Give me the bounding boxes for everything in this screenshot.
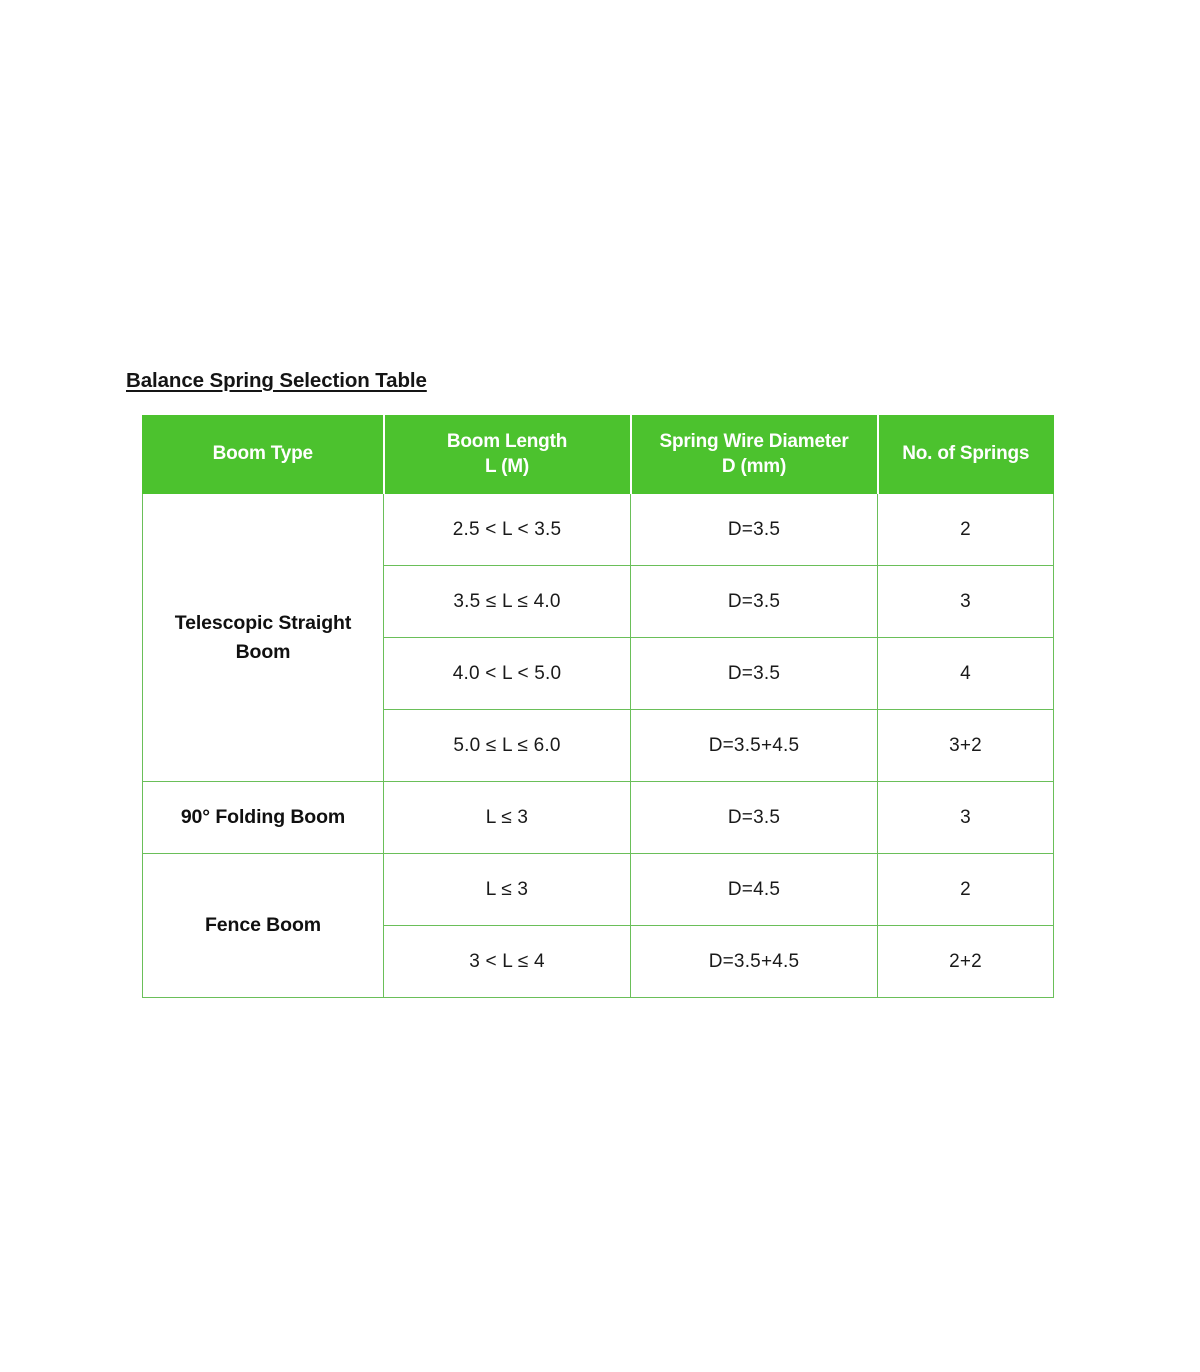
cell-num-springs: 2+2 (877, 925, 1054, 998)
table-row: Telescopic Straight Boom 2.5 < L < 3.5 D… (142, 493, 1054, 782)
column-header-boom-length-line1: Boom Length (446, 431, 568, 453)
column-header-boom-length: Boom Length L (M) (383, 415, 632, 494)
table-row: 3.5 ≤ L ≤ 4.0 D=3.5 3 (143, 565, 1054, 638)
cell-boom-length: 3 < L ≤ 4 (383, 925, 631, 998)
column-header-boom-type: Boom Type (142, 415, 385, 494)
cell-boom-length: 4.0 < L < 5.0 (383, 637, 631, 710)
column-header-boom-type-line1: Boom Type (212, 443, 313, 465)
cell-wire-diameter: D=3.5 (630, 781, 878, 854)
table-row: 5.0 ≤ L ≤ 6.0 D=3.5+4.5 3+2 (143, 709, 1054, 782)
cell-boom-length: L ≤ 3 (383, 853, 631, 926)
cell-boom-type: Fence Boom (142, 853, 384, 998)
cell-boom-length: L ≤ 3 (383, 781, 631, 854)
table-row: 4.0 < L < 5.0 D=3.5 4 (143, 637, 1054, 710)
cell-wire-diameter: D=3.5 (630, 493, 878, 566)
balance-spring-table-container: Boom Type Boom Length L (M) Spring Wire … (142, 415, 1054, 998)
table-body: Telescopic Straight Boom 2.5 < L < 3.5 D… (142, 493, 1054, 998)
column-header-wire-diameter: Spring Wire Diameter D (mm) (630, 415, 879, 494)
column-header-wire-diameter-line2: D (mm) (721, 455, 787, 477)
table-header: Boom Type Boom Length L (M) Spring Wire … (142, 415, 1054, 494)
cell-num-springs: 2 (877, 493, 1054, 566)
cell-wire-diameter: D=3.5 (630, 565, 878, 638)
cell-wire-diameter: D=3.5+4.5 (630, 925, 878, 998)
cell-boom-length: 2.5 < L < 3.5 (383, 493, 631, 566)
cell-wire-diameter: D=4.5 (630, 853, 878, 926)
cell-wire-diameter: D=3.5+4.5 (630, 709, 878, 782)
page-title: Balance Spring Selection Table (126, 369, 427, 392)
balance-spring-selection-table: Boom Type Boom Length L (M) Spring Wire … (142, 415, 1054, 998)
column-header-num-springs-line1: No. of Springs (902, 443, 1030, 465)
table-row: 90° Folding Boom L ≤ 3 D=3.5 3 (142, 781, 1054, 854)
cell-boom-length: 5.0 ≤ L ≤ 6.0 (383, 709, 631, 782)
cell-num-springs: 3 (877, 565, 1054, 638)
cell-boom-type: Telescopic Straight Boom (142, 493, 384, 782)
table-row: 3 < L ≤ 4 D=3.5+4.5 2+2 (143, 925, 1054, 998)
cell-num-springs: 3 (877, 781, 1054, 854)
cell-num-springs: 2 (877, 853, 1054, 926)
cell-wire-diameter: D=3.5 (630, 637, 878, 710)
column-header-wire-diameter-line1: Spring Wire Diameter (659, 431, 849, 453)
cell-num-springs: 3+2 (877, 709, 1054, 782)
cell-boom-type: 90° Folding Boom (142, 781, 384, 854)
column-header-boom-length-line2: L (M) (484, 455, 530, 477)
table-header-row: Boom Type Boom Length L (M) Spring Wire … (142, 415, 1054, 494)
cell-num-springs: 4 (877, 637, 1054, 710)
table-row: Fence Boom L ≤ 3 D=4.5 2 (142, 853, 1054, 998)
column-header-num-springs: No. of Springs (877, 415, 1054, 494)
cell-boom-length: 3.5 ≤ L ≤ 4.0 (383, 565, 631, 638)
